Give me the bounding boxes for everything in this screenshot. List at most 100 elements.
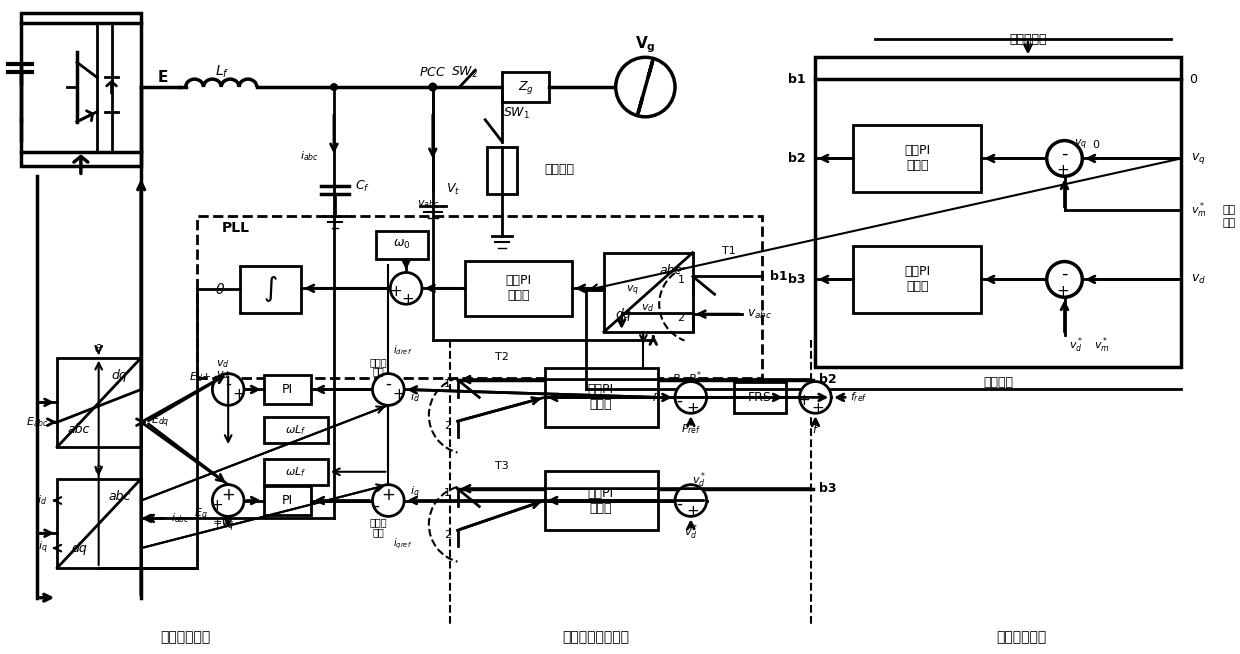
Bar xyxy=(377,231,428,258)
Circle shape xyxy=(1047,141,1083,177)
Text: $E_q$: $E_q$ xyxy=(193,506,207,523)
Text: dq: dq xyxy=(616,307,631,320)
Text: -: - xyxy=(226,375,231,392)
Text: +: + xyxy=(210,498,223,513)
Text: $i_{abc}$: $i_{abc}$ xyxy=(300,150,319,164)
Bar xyxy=(487,146,517,194)
Text: +: + xyxy=(393,387,405,402)
Text: $P$: $P$ xyxy=(672,371,681,383)
Text: $i_d$: $i_d$ xyxy=(410,390,420,404)
Circle shape xyxy=(212,373,244,405)
Circle shape xyxy=(391,273,422,304)
Circle shape xyxy=(429,84,436,90)
Text: 附加频率控制: 附加频率控制 xyxy=(996,630,1047,644)
Text: $C_f$: $C_f$ xyxy=(355,179,370,194)
Text: 第一比: 第一比 xyxy=(370,356,387,367)
Text: $v_q$: $v_q$ xyxy=(1192,151,1205,166)
Text: -: - xyxy=(1061,264,1068,283)
Text: $\omega_0$: $\omega_0$ xyxy=(393,238,410,251)
Circle shape xyxy=(372,485,404,517)
Text: $L_f$: $L_f$ xyxy=(215,64,229,80)
Text: abc: abc xyxy=(108,490,130,503)
Text: $Z_g$: $Z_g$ xyxy=(518,78,533,95)
Bar xyxy=(21,12,141,166)
Text: -: - xyxy=(1061,145,1068,162)
Text: PI: PI xyxy=(281,494,293,507)
Text: 2: 2 xyxy=(444,530,451,540)
Bar xyxy=(734,381,786,413)
Text: +: + xyxy=(1056,163,1069,178)
Text: $P$: $P$ xyxy=(652,391,661,404)
Text: +: + xyxy=(687,504,699,519)
Text: FRS: FRS xyxy=(748,391,773,404)
Text: b3: b3 xyxy=(787,273,806,286)
Text: $i_{qref}$: $i_{qref}$ xyxy=(393,537,413,551)
Text: $\int$: $\int$ xyxy=(263,275,278,304)
Text: -: - xyxy=(676,494,682,513)
Bar xyxy=(264,417,329,443)
Bar xyxy=(57,358,141,447)
Text: abc: abc xyxy=(660,264,682,277)
Bar xyxy=(544,368,658,427)
Text: b1: b1 xyxy=(770,270,787,283)
Text: $P_{ref}$: $P_{ref}$ xyxy=(681,422,701,436)
Text: 0: 0 xyxy=(1092,139,1100,150)
Bar xyxy=(264,486,311,515)
Text: b2: b2 xyxy=(787,152,806,165)
Text: +: + xyxy=(811,401,823,416)
Bar xyxy=(197,216,763,377)
Text: $f_{ref}$: $f_{ref}$ xyxy=(849,390,868,404)
Text: 1: 1 xyxy=(677,275,684,285)
Text: $v_m^*$: $v_m^*$ xyxy=(1192,200,1207,220)
Text: -: - xyxy=(373,496,379,515)
Text: +: + xyxy=(402,292,414,307)
Text: 黑启动信号: 黑启动信号 xyxy=(1009,33,1047,46)
Text: 较器: 较器 xyxy=(372,527,384,537)
Text: +: + xyxy=(233,387,246,402)
Text: 斜坡: 斜坡 xyxy=(1223,205,1236,215)
Bar xyxy=(57,479,141,568)
Text: $v_d$: $v_d$ xyxy=(217,358,229,370)
Text: abc: abc xyxy=(68,422,91,436)
Text: 信号: 信号 xyxy=(1223,218,1236,228)
Bar xyxy=(853,246,982,313)
Text: 第二PI
控制器: 第二PI 控制器 xyxy=(904,266,930,294)
Bar xyxy=(502,72,549,102)
Text: +: + xyxy=(221,485,236,504)
Circle shape xyxy=(616,58,675,117)
Text: $\mathbf{V_g}$: $\mathbf{V_g}$ xyxy=(635,34,656,55)
Text: $P^*$: $P^*$ xyxy=(688,370,703,386)
Text: $SW_2$: $SW_2$ xyxy=(451,65,477,80)
Text: $\theta$: $\theta$ xyxy=(215,282,226,297)
Circle shape xyxy=(1047,262,1083,298)
Text: $v_d$: $v_d$ xyxy=(641,302,655,314)
Text: $i_d$: $i_d$ xyxy=(37,494,47,508)
Text: $v_d^*$: $v_d^*$ xyxy=(1069,335,1084,354)
Text: 电流内环控制: 电流内环控制 xyxy=(160,630,211,644)
Text: $+v_q$: $+v_q$ xyxy=(212,519,234,534)
Text: $E_d$+: $E_d$+ xyxy=(190,371,212,385)
Text: b2: b2 xyxy=(820,373,837,386)
Text: 黑启动箱: 黑启动箱 xyxy=(983,376,1013,389)
Text: 第二比: 第二比 xyxy=(370,517,387,527)
Circle shape xyxy=(331,84,337,90)
Text: $v_q$: $v_q$ xyxy=(1074,137,1087,152)
Circle shape xyxy=(212,485,244,517)
Text: $i_q$: $i_q$ xyxy=(410,485,420,501)
Text: $v_q$: $v_q$ xyxy=(626,283,639,298)
Text: PI: PI xyxy=(281,383,293,396)
Text: $SW_1$: $SW_1$ xyxy=(503,107,531,122)
Text: $v_d^*$: $v_d^*$ xyxy=(683,523,698,542)
Text: $E_{dq}$: $E_{dq}$ xyxy=(151,414,170,430)
Text: $\theta$: $\theta$ xyxy=(94,463,103,475)
Text: $v_d$: $v_d$ xyxy=(217,370,229,381)
Text: dq: dq xyxy=(71,542,87,555)
Text: $PCC$: $PCC$ xyxy=(419,65,446,78)
Text: +: + xyxy=(1056,284,1069,299)
Text: T1: T1 xyxy=(723,246,737,256)
Text: $i_{abc}$: $i_{abc}$ xyxy=(171,511,190,525)
Text: +: + xyxy=(797,393,810,408)
Text: $\omega L_f$: $\omega L_f$ xyxy=(285,465,306,479)
Text: +: + xyxy=(687,401,699,416)
Text: PLL: PLL xyxy=(221,221,249,235)
